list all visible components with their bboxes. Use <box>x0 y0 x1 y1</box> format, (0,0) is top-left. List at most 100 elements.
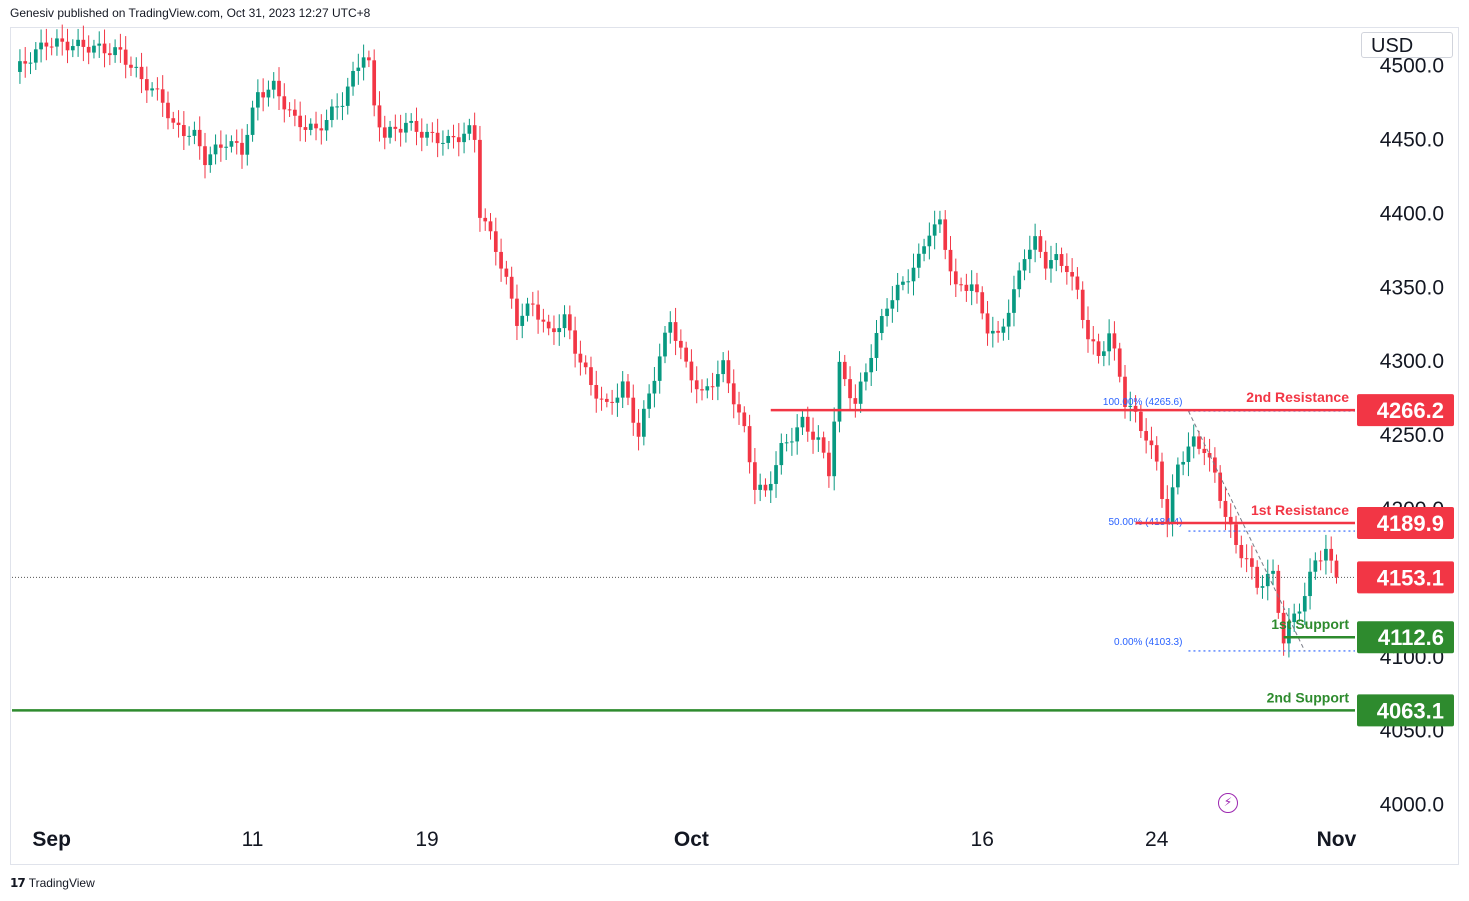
candle-body <box>81 39 86 47</box>
last-price-tag-box <box>1357 561 1454 594</box>
candle-body <box>1043 251 1048 269</box>
candle-body <box>1329 548 1334 561</box>
candle-body <box>1228 516 1233 525</box>
candle-body <box>303 127 308 130</box>
lightning-icon[interactable]: ⚡ <box>1218 793 1238 813</box>
candle-body <box>102 43 107 54</box>
candle-body <box>129 64 133 68</box>
candle-body <box>922 246 926 254</box>
candle-body <box>1128 405 1133 407</box>
candle-body <box>430 131 435 133</box>
candle-body <box>1144 431 1148 441</box>
candle-body <box>848 379 852 399</box>
candle-body <box>747 426 752 463</box>
candle-body <box>1191 436 1196 447</box>
candle-body <box>975 284 979 293</box>
candle-body <box>76 39 80 47</box>
candle-body <box>610 401 614 403</box>
candle-body <box>1049 260 1053 269</box>
candle-body <box>1001 326 1006 333</box>
level-name-label: 2nd Support <box>1267 689 1350 705</box>
candle-body <box>425 131 429 138</box>
price-tag-box <box>1357 506 1454 539</box>
candle-body <box>985 313 990 334</box>
candle-body <box>107 53 112 56</box>
candle-body <box>916 253 921 268</box>
candle-body <box>758 484 763 490</box>
candle-body <box>1244 558 1249 560</box>
price-tag-box <box>1357 394 1454 427</box>
candle-body <box>219 144 223 148</box>
candle-body <box>441 142 445 144</box>
candle-body <box>525 303 530 316</box>
candle-body <box>92 45 96 53</box>
candle-body <box>1091 339 1096 342</box>
candle-body <box>1086 319 1090 340</box>
candle-body <box>478 139 482 218</box>
chart-frame <box>10 27 1459 865</box>
x-tick-label: Oct <box>674 828 709 851</box>
candle-body <box>509 276 514 299</box>
candle-body <box>858 381 863 404</box>
candle-body <box>620 381 625 398</box>
candle-body <box>615 397 620 403</box>
candle-body <box>636 422 641 437</box>
candle-body <box>1033 236 1037 250</box>
candle-body <box>673 322 678 341</box>
candle-body <box>647 393 651 409</box>
candle-body <box>1017 270 1022 290</box>
candle-body <box>1265 573 1270 587</box>
candle-body <box>768 483 773 491</box>
price-tag-box <box>1357 621 1454 654</box>
footer-brand[interactable]: 𝟭7 TradingView <box>10 876 95 890</box>
candle-body <box>483 217 488 222</box>
level-name-label: 1st Support <box>1271 616 1349 632</box>
candle-body <box>166 102 170 119</box>
candle-body <box>456 137 461 143</box>
candle-body <box>594 385 599 399</box>
candle-body <box>1276 570 1281 613</box>
candle-body <box>240 142 244 155</box>
candle-body <box>726 360 731 384</box>
candle-body <box>895 284 900 301</box>
candle-body <box>1334 560 1339 578</box>
price-tag-box <box>1357 694 1454 727</box>
candle-body <box>44 42 49 47</box>
candle-body <box>536 304 540 320</box>
candle-body <box>351 70 355 87</box>
candle-body <box>446 135 451 143</box>
candle-body <box>404 122 408 133</box>
candle-body <box>1006 312 1011 327</box>
candle-body <box>70 46 75 51</box>
candle-body <box>150 88 154 91</box>
candle-body <box>293 109 297 116</box>
y-tick-label: 4250.0 <box>1380 424 1444 447</box>
candle-body <box>742 412 747 427</box>
candle-body <box>308 123 313 130</box>
candle-body <box>784 442 789 444</box>
candle-body <box>398 128 403 133</box>
candle-body <box>953 271 958 285</box>
candle-body <box>277 80 281 97</box>
x-tick-label: 16 <box>971 828 994 851</box>
candle-body <box>1197 436 1201 449</box>
candle-body <box>23 61 28 64</box>
candle-body <box>1170 487 1175 524</box>
candle-body <box>488 221 493 232</box>
candle-body <box>1218 472 1223 501</box>
candle-body <box>388 126 392 138</box>
candle-body <box>367 57 371 61</box>
candle-body <box>282 96 287 110</box>
candle-body <box>1117 348 1122 377</box>
candle-body <box>1287 622 1291 644</box>
candle-body <box>721 360 726 375</box>
candle-body <box>467 125 472 134</box>
currency-selector[interactable]: USD <box>1361 32 1453 58</box>
candle-body <box>774 465 778 484</box>
candle-body <box>192 129 197 136</box>
candle-body <box>911 267 916 282</box>
price-tag-text: 4112.6 <box>1378 625 1444 650</box>
candle-body <box>763 484 768 491</box>
candle-body <box>1027 249 1032 260</box>
